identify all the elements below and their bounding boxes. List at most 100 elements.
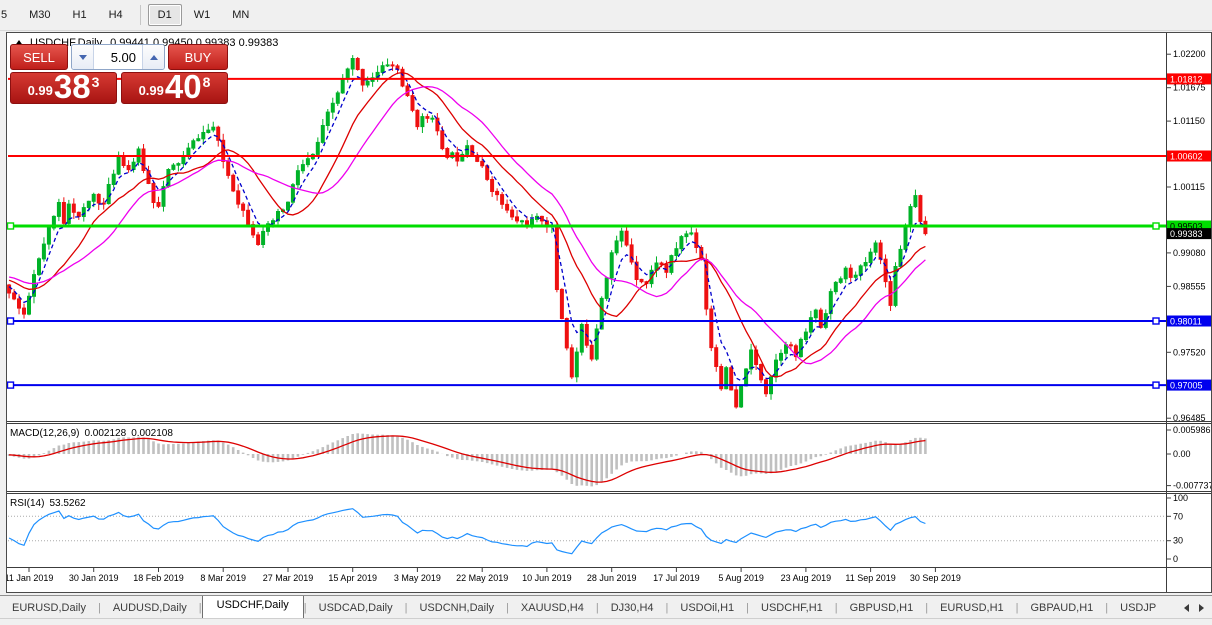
price-badge-label: 1.01812 — [1170, 74, 1203, 84]
sell-quote-pip-digit: 3 — [91, 74, 100, 90]
sell-quote-main-digits: 38 — [53, 68, 91, 105]
timeframe-button-w1[interactable]: W1 — [193, 9, 211, 21]
chart-tab-gbpaud-h1[interactable]: GBPAUD,H1 — [1030, 601, 1094, 614]
buy-quote-box[interactable]: 0.99 40 8 — [121, 70, 228, 104]
price-badge-0.99383 — [1167, 228, 1212, 240]
chart-tab-bar: EURUSD,Daily | AUDUSD,Daily | USDCHF,Daily | U… — [0, 595, 1212, 619]
hline-handle[interactable] — [1152, 317, 1160, 325]
timeframe-button-h4[interactable]: H4 — [108, 9, 123, 21]
time-axis-label: 30 Sep 2019 — [910, 573, 961, 583]
chart-tab-usdchf-h1[interactable]: USDCHF,H1 — [761, 601, 823, 614]
buy-quote-prefix: 0.99 — [138, 83, 164, 98]
timeframe-toolbar: 5 M30 H1 H4 D1 W1 MN — [0, 0, 1212, 31]
hline-handle[interactable] — [6, 381, 15, 389]
volume-increase-button[interactable] — [142, 45, 164, 69]
timeframe-button-m30[interactable]: M30 — [29, 9, 51, 21]
hline-handle[interactable] — [1152, 222, 1160, 230]
toolbar-separator — [139, 5, 141, 25]
price-axis-tick: 1.00115 — [1173, 182, 1205, 192]
timeframe-button-d1[interactable]: D1 — [147, 4, 182, 26]
price-badge-0.99503 — [1167, 220, 1212, 232]
tab-separator: | — [665, 601, 669, 614]
time-axis-label: 22 May 2019 — [456, 573, 508, 583]
chart-tab-eurusd-daily[interactable]: EURUSD,Daily — [12, 601, 86, 614]
time-axis-label: 11 Jan 2019 — [6, 573, 53, 583]
time-axis-label: 10 Jun 2019 — [522, 573, 572, 583]
tab-separator: | — [97, 601, 101, 614]
price-badge-1.01812 — [1167, 73, 1212, 85]
rsi-panel-layer — [8, 508, 1166, 555]
chart-background — [6, 32, 1212, 593]
buy-quote-pip-digit: 8 — [202, 74, 211, 90]
tab-separator: | — [1015, 601, 1019, 614]
rsi-axis-tick: 0 — [1173, 554, 1178, 564]
hline-handle[interactable] — [6, 222, 15, 230]
volume-decrease-button[interactable] — [72, 45, 94, 69]
time-axis-label: 30 Jan 2019 — [69, 573, 119, 583]
price-axis-tick: 1.01150 — [1173, 116, 1205, 126]
chart-tab-xauusd-h4[interactable]: XAUUSD,H4 — [520, 601, 584, 614]
price-badge-label: 1.00602 — [1170, 152, 1203, 162]
triangle-up-icon — [149, 54, 158, 60]
rsi-axis-tick: 30 — [1173, 536, 1183, 546]
tab-separator: | — [925, 601, 929, 614]
time-axis-label: 27 Mar 2019 — [263, 573, 314, 583]
time-axis-label: 17 Jul 2019 — [653, 573, 700, 583]
axes-layer: 1.02200 1.01675 1.01150 1.00115 0.99080 0.985… — [5, 33, 1212, 592]
tab-separator: | — [303, 601, 307, 614]
sell-button[interactable]: SELL — [10, 44, 68, 70]
price-badge-label: 0.98011 — [1170, 317, 1202, 327]
chart-tab-usdcnh-daily[interactable]: USDCNH,Daily — [419, 601, 495, 614]
buy-button[interactable]: BUY — [168, 44, 228, 70]
chart-tab-usdjp[interactable]: USDJP — [1120, 601, 1157, 614]
tab-scroll-left-icon[interactable] — [1184, 603, 1189, 612]
price-badge-1.00602 — [1167, 150, 1212, 162]
tab-separator: | — [1105, 601, 1109, 614]
hline-handle[interactable] — [1152, 381, 1160, 389]
rsi-line — [8, 508, 926, 555]
time-axis-label: 28 Jun 2019 — [587, 573, 637, 583]
price-badge-label: 0.99383 — [1170, 229, 1203, 239]
chart-tab-audusd-daily[interactable]: AUDUSD,Daily — [112, 601, 187, 614]
tab-separator: | — [595, 601, 599, 614]
sell-quote-box[interactable]: 0.99 38 3 — [10, 68, 117, 105]
rsi-axis-tick: 100 — [1173, 493, 1188, 503]
moving-average-slow — [8, 86, 926, 365]
time-axis-label: 18 Feb 2019 — [133, 573, 184, 583]
chart-plot-area[interactable]: 1.02200 1.01675 1.01150 1.00115 0.99080 0.985… — [5, 32, 1212, 593]
chart-tab-dj30-h4[interactable]: DJ30,H4 — [610, 601, 654, 614]
price-axis-tick: 0.96485 — [1173, 413, 1206, 423]
chart-tab-eurusd-h1[interactable]: EURUSD,H1 — [940, 601, 1004, 614]
chart-tab-usdcad-daily[interactable]: USDCAD,Daily — [318, 601, 393, 614]
tab-scroll-right-icon[interactable] — [1199, 603, 1204, 612]
time-axis-label: 15 Apr 2019 — [328, 573, 377, 583]
time-axis-label: 8 Mar 2019 — [200, 573, 246, 583]
tab-scroll-controls — [1176, 603, 1212, 612]
sell-quote-prefix: 0.99 — [27, 83, 53, 98]
price-badge-label: 0.97005 — [1170, 381, 1203, 391]
one-click-trading-panel: SELL 5.00 BUY 0.99 38 3 — [10, 44, 228, 104]
tab-separator: | — [746, 601, 750, 614]
volume-input[interactable]: 5.00 — [110, 49, 136, 65]
macd-axis-tick: 0.005986 — [1173, 425, 1211, 435]
hline-handle[interactable] — [6, 317, 15, 325]
timeframe-button-mn[interactable]: MN — [232, 9, 250, 21]
tab-separator: | — [198, 601, 202, 614]
chart-tab-gbpusd-h1[interactable]: GBPUSD,H1 — [849, 601, 914, 614]
tab-separator: | — [506, 601, 509, 614]
rsi-axis-tick: 70 — [1173, 511, 1183, 521]
chart-window: 1.02200 1.01675 1.01150 1.00115 0.99080 0.985… — [5, 32, 1212, 593]
time-axis-label: 11 Sep 2019 — [845, 573, 895, 583]
price-axis-tick: 0.98555 — [1173, 281, 1206, 291]
macd-axis-tick: 0.00 — [1173, 449, 1191, 459]
tab-separator: | — [404, 601, 408, 614]
timeframe-button-5[interactable]: 5 — [1, 9, 8, 21]
time-axis-label: 3 May 2019 — [394, 573, 441, 583]
price-axis-tick: 0.99080 — [1173, 248, 1206, 258]
price-badge-0.97005 — [1167, 379, 1212, 391]
collapse-panel-icon[interactable] — [14, 39, 24, 47]
chart-tab-usdoil-h1[interactable]: USDOil,H1 — [680, 601, 735, 614]
price-badge-label: 0.99503 — [1170, 222, 1203, 232]
chart-tab-usdchf-daily[interactable]: USDCHF,Daily — [201, 596, 304, 619]
timeframe-button-h1[interactable]: H1 — [72, 9, 87, 21]
